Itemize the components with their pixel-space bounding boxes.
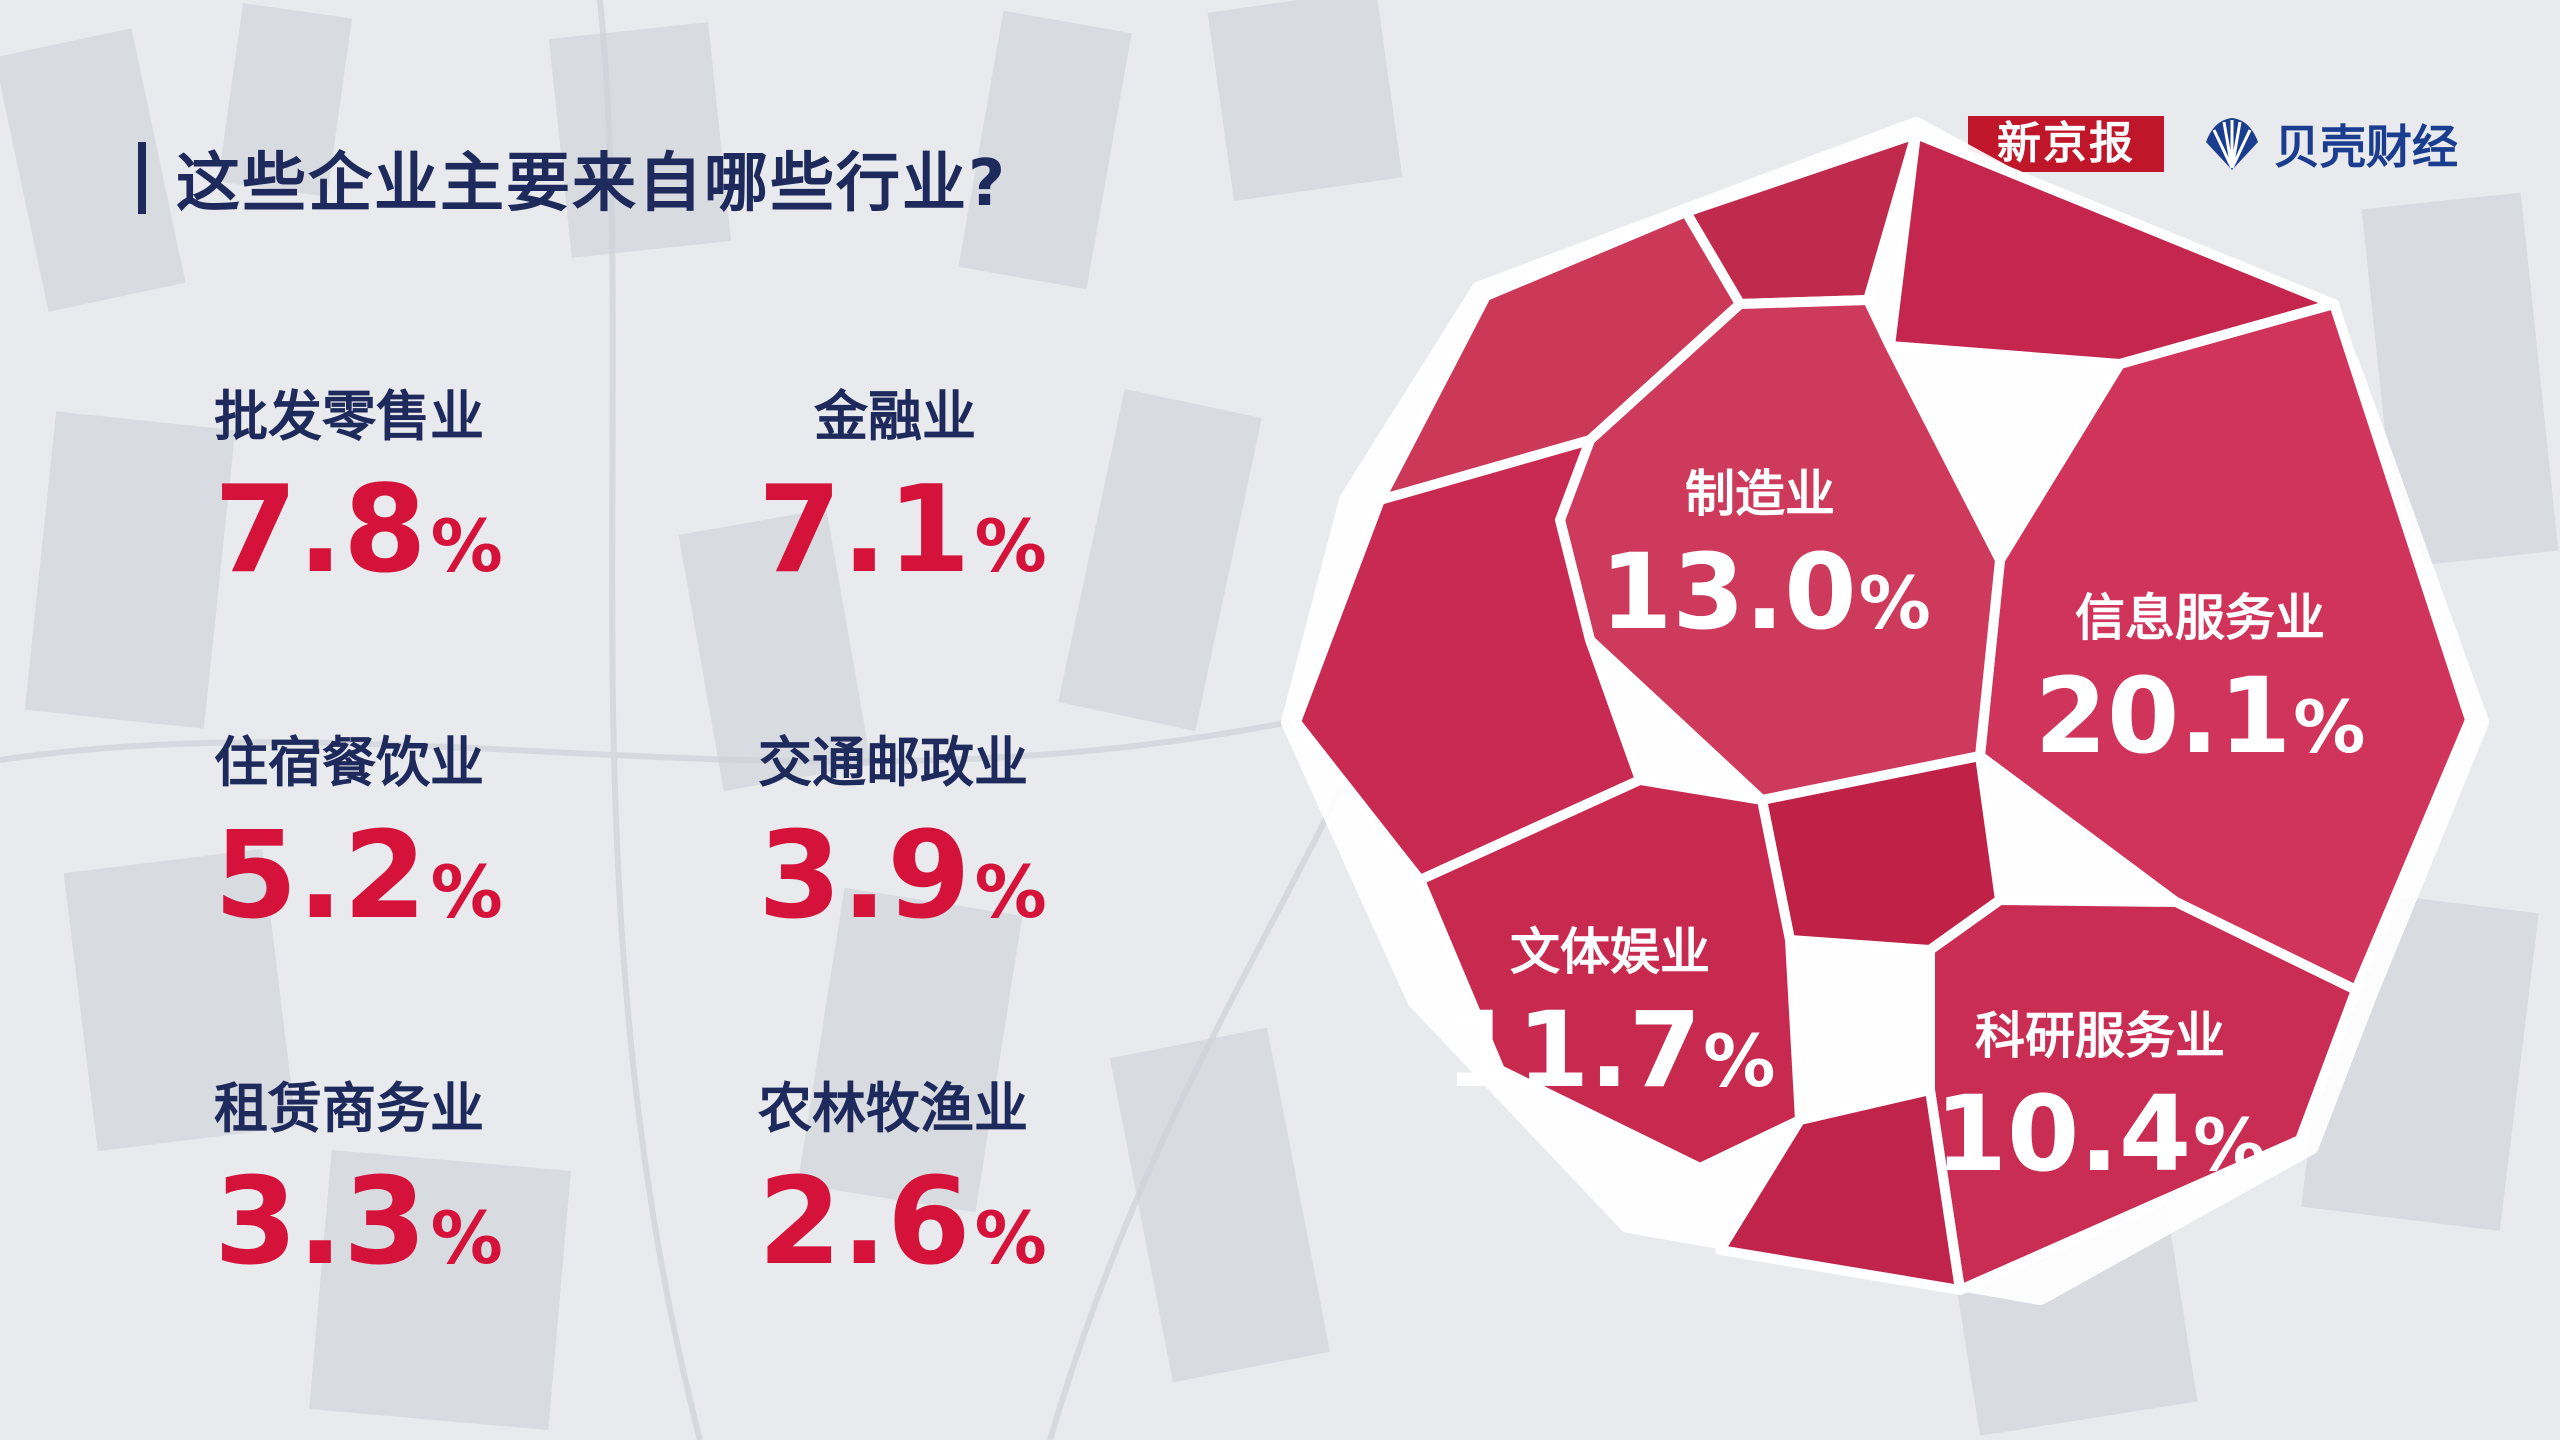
value-label: 2.6% — [758, 1153, 1047, 1292]
value-label: 11.7% — [1444, 989, 1776, 1111]
shell-icon — [2206, 118, 2258, 170]
value-label: 10.4% — [1934, 1073, 2266, 1195]
cell-culture-entertainment — [1415, 775, 1805, 1173]
value-label: 3.9% — [758, 807, 1047, 946]
category-label: 文体娱业 — [1510, 923, 1710, 981]
list-item: 租赁商务业 3.3% — [214, 1064, 503, 1283]
value-label: 7.1% — [758, 461, 1047, 600]
category-label: 金融业 — [814, 385, 976, 448]
list-item: 批发零售业 7.8% — [214, 372, 503, 591]
cell-label-culture-entertainment: 文体娱业 11.7% — [1440, 912, 1780, 1102]
value-label: 7.8% — [214, 461, 503, 600]
value-label: 3.3% — [214, 1153, 503, 1292]
cell-bottom-small — [1715, 1085, 1965, 1295]
xinjingbao-logo: 新京报 — [1968, 116, 2164, 172]
category-label: 批发零售业 — [214, 385, 484, 448]
page-title: 这些企业主要来自哪些行业? — [176, 147, 1008, 221]
category-label: 科研服务业 — [1975, 1007, 2225, 1065]
cell-label-manufacturing: 制造业 13.0% — [1600, 454, 1931, 653]
title-accent-bar — [138, 142, 146, 214]
value-label: 20.1% — [2034, 655, 2366, 777]
category-label: 信息服务业 — [2075, 589, 2325, 647]
list-item: 交通邮政业 3.9% — [758, 718, 1047, 937]
list-item: 住宿餐饮业 5.2% — [214, 718, 503, 937]
category-label: 交通邮政业 — [758, 731, 1028, 794]
category-label: 农林牧渔业 — [758, 1077, 1028, 1140]
list-item: 金融业 7.1% — [758, 372, 1047, 591]
page-header: 这些企业主要来自哪些行业? — [138, 138, 1007, 221]
category-label: 租赁商务业 — [214, 1077, 484, 1140]
cell-label-information-services: 信息服务业 20.1% — [2000, 578, 2400, 768]
category-label: 住宿餐饮业 — [214, 731, 484, 794]
value-label: 13.0% — [1600, 531, 1931, 653]
category-label: 制造业 — [1685, 465, 1835, 523]
beike-logo-text: 贝壳财经 — [2274, 120, 2458, 174]
value-label: 5.2% — [214, 807, 503, 946]
beike-logo: 贝壳财经 — [2200, 108, 2458, 180]
cell-left — [1291, 435, 1645, 885]
list-item: 农林牧渔业 2.6% — [758, 1064, 1047, 1283]
cell-label-research-services: 科研服务业 10.4% — [1930, 996, 2270, 1186]
